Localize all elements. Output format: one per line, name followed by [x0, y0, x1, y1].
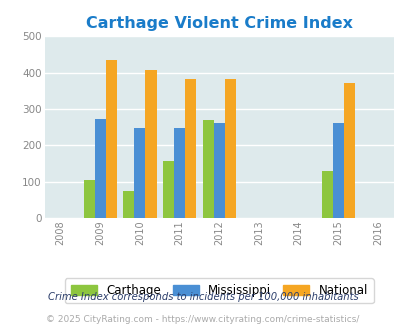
Bar [321, 171, 332, 218]
Text: © 2025 CityRating.com - https://www.cityrating.com/crime-statistics/: © 2025 CityRating.com - https://www.city… [46, 315, 359, 324]
Text: Crime Index corresponds to incidents per 100,000 inhabitants: Crime Index corresponds to incidents per… [47, 292, 358, 302]
Bar [332, 123, 343, 218]
Bar [213, 123, 224, 218]
Title: Carthage Violent Crime Index: Carthage Violent Crime Index [85, 16, 352, 31]
Bar [162, 161, 174, 218]
Bar [202, 120, 213, 218]
Bar [185, 79, 196, 218]
Bar [123, 191, 134, 218]
Bar [224, 80, 235, 218]
Bar [94, 119, 106, 218]
Bar [106, 60, 117, 218]
Bar [134, 128, 145, 218]
Bar [343, 83, 354, 218]
Legend: Carthage, Mississippi, National: Carthage, Mississippi, National [65, 278, 373, 303]
Bar [83, 180, 94, 218]
Bar [145, 70, 156, 218]
Bar [174, 128, 185, 218]
